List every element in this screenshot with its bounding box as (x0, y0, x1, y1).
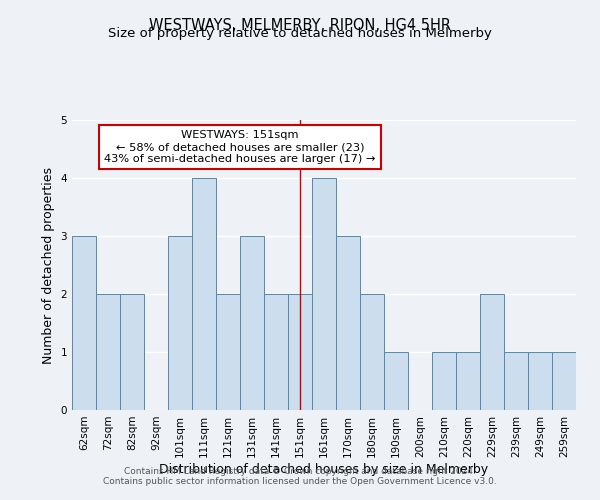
Bar (288, 294, 312, 410)
Bar (504, 352, 528, 410)
Bar (168, 236, 192, 410)
Bar (480, 294, 504, 410)
Bar (120, 294, 144, 410)
Bar (72, 236, 96, 410)
Bar (192, 178, 216, 410)
Bar (96, 294, 120, 410)
Y-axis label: Number of detached properties: Number of detached properties (42, 166, 55, 364)
Bar (336, 236, 360, 410)
Bar (264, 294, 288, 410)
Bar (360, 294, 384, 410)
X-axis label: Distribution of detached houses by size in Melmerby: Distribution of detached houses by size … (160, 462, 488, 475)
Text: Size of property relative to detached houses in Melmerby: Size of property relative to detached ho… (108, 28, 492, 40)
Bar (456, 352, 480, 410)
Bar (528, 352, 552, 410)
Text: Contains HM Land Registry data © Crown copyright and database right 2024.: Contains HM Land Registry data © Crown c… (124, 467, 476, 476)
Bar (432, 352, 456, 410)
Bar (312, 178, 336, 410)
Bar (552, 352, 576, 410)
Text: Contains public sector information licensed under the Open Government Licence v3: Contains public sector information licen… (103, 477, 497, 486)
Bar (384, 352, 408, 410)
Bar (216, 294, 240, 410)
Text: WESTWAYS: 151sqm
← 58% of detached houses are smaller (23)
43% of semi-detached : WESTWAYS: 151sqm ← 58% of detached house… (104, 130, 376, 164)
Bar (240, 236, 264, 410)
Text: WESTWAYS, MELMERBY, RIPON, HG4 5HR: WESTWAYS, MELMERBY, RIPON, HG4 5HR (149, 18, 451, 32)
